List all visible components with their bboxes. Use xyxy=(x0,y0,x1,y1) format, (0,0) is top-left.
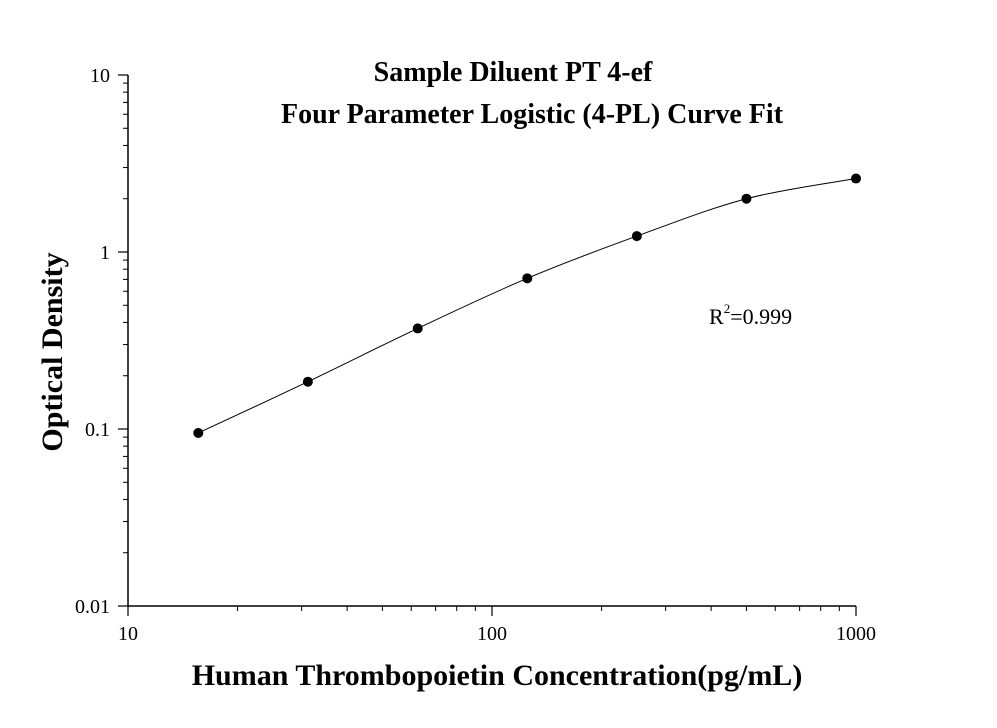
y-tick-label: 10 xyxy=(90,65,110,87)
axes xyxy=(127,75,856,607)
y-tick-label: 0.01 xyxy=(75,596,110,618)
tick-labels: 0.01 0.1 1 10 10 100 1000 xyxy=(75,65,876,645)
chart-subtitle: Four Parameter Logistic (4-PL) Curve Fit xyxy=(281,99,784,130)
y-tick-label: 0.1 xyxy=(85,419,110,441)
r-squared-annotation: R2=0.999 xyxy=(709,301,792,329)
r-squared-base: R xyxy=(709,304,724,329)
r-squared-value: =0.999 xyxy=(730,304,792,329)
x-tick-label: 1000 xyxy=(836,623,876,645)
data-point xyxy=(851,173,861,184)
data-points xyxy=(193,173,861,438)
data-point xyxy=(741,193,752,204)
x-axis-title: Human Thrombopoietin Concentration(pg/mL… xyxy=(192,659,803,692)
tick-marks xyxy=(118,74,857,616)
data-point xyxy=(302,376,313,387)
y-tick-label: 1 xyxy=(100,242,110,264)
data-point xyxy=(631,231,642,242)
data-point xyxy=(193,427,204,438)
x-tick-label: 100 xyxy=(477,623,507,645)
y-axis-title: Optical Density xyxy=(36,252,69,451)
data-point xyxy=(412,323,423,334)
r-squared-sup: 2 xyxy=(724,301,731,316)
x-tick-label: 10 xyxy=(118,623,138,645)
chart-title: Sample Diluent PT 4-ef xyxy=(374,57,653,88)
data-point xyxy=(522,273,533,284)
